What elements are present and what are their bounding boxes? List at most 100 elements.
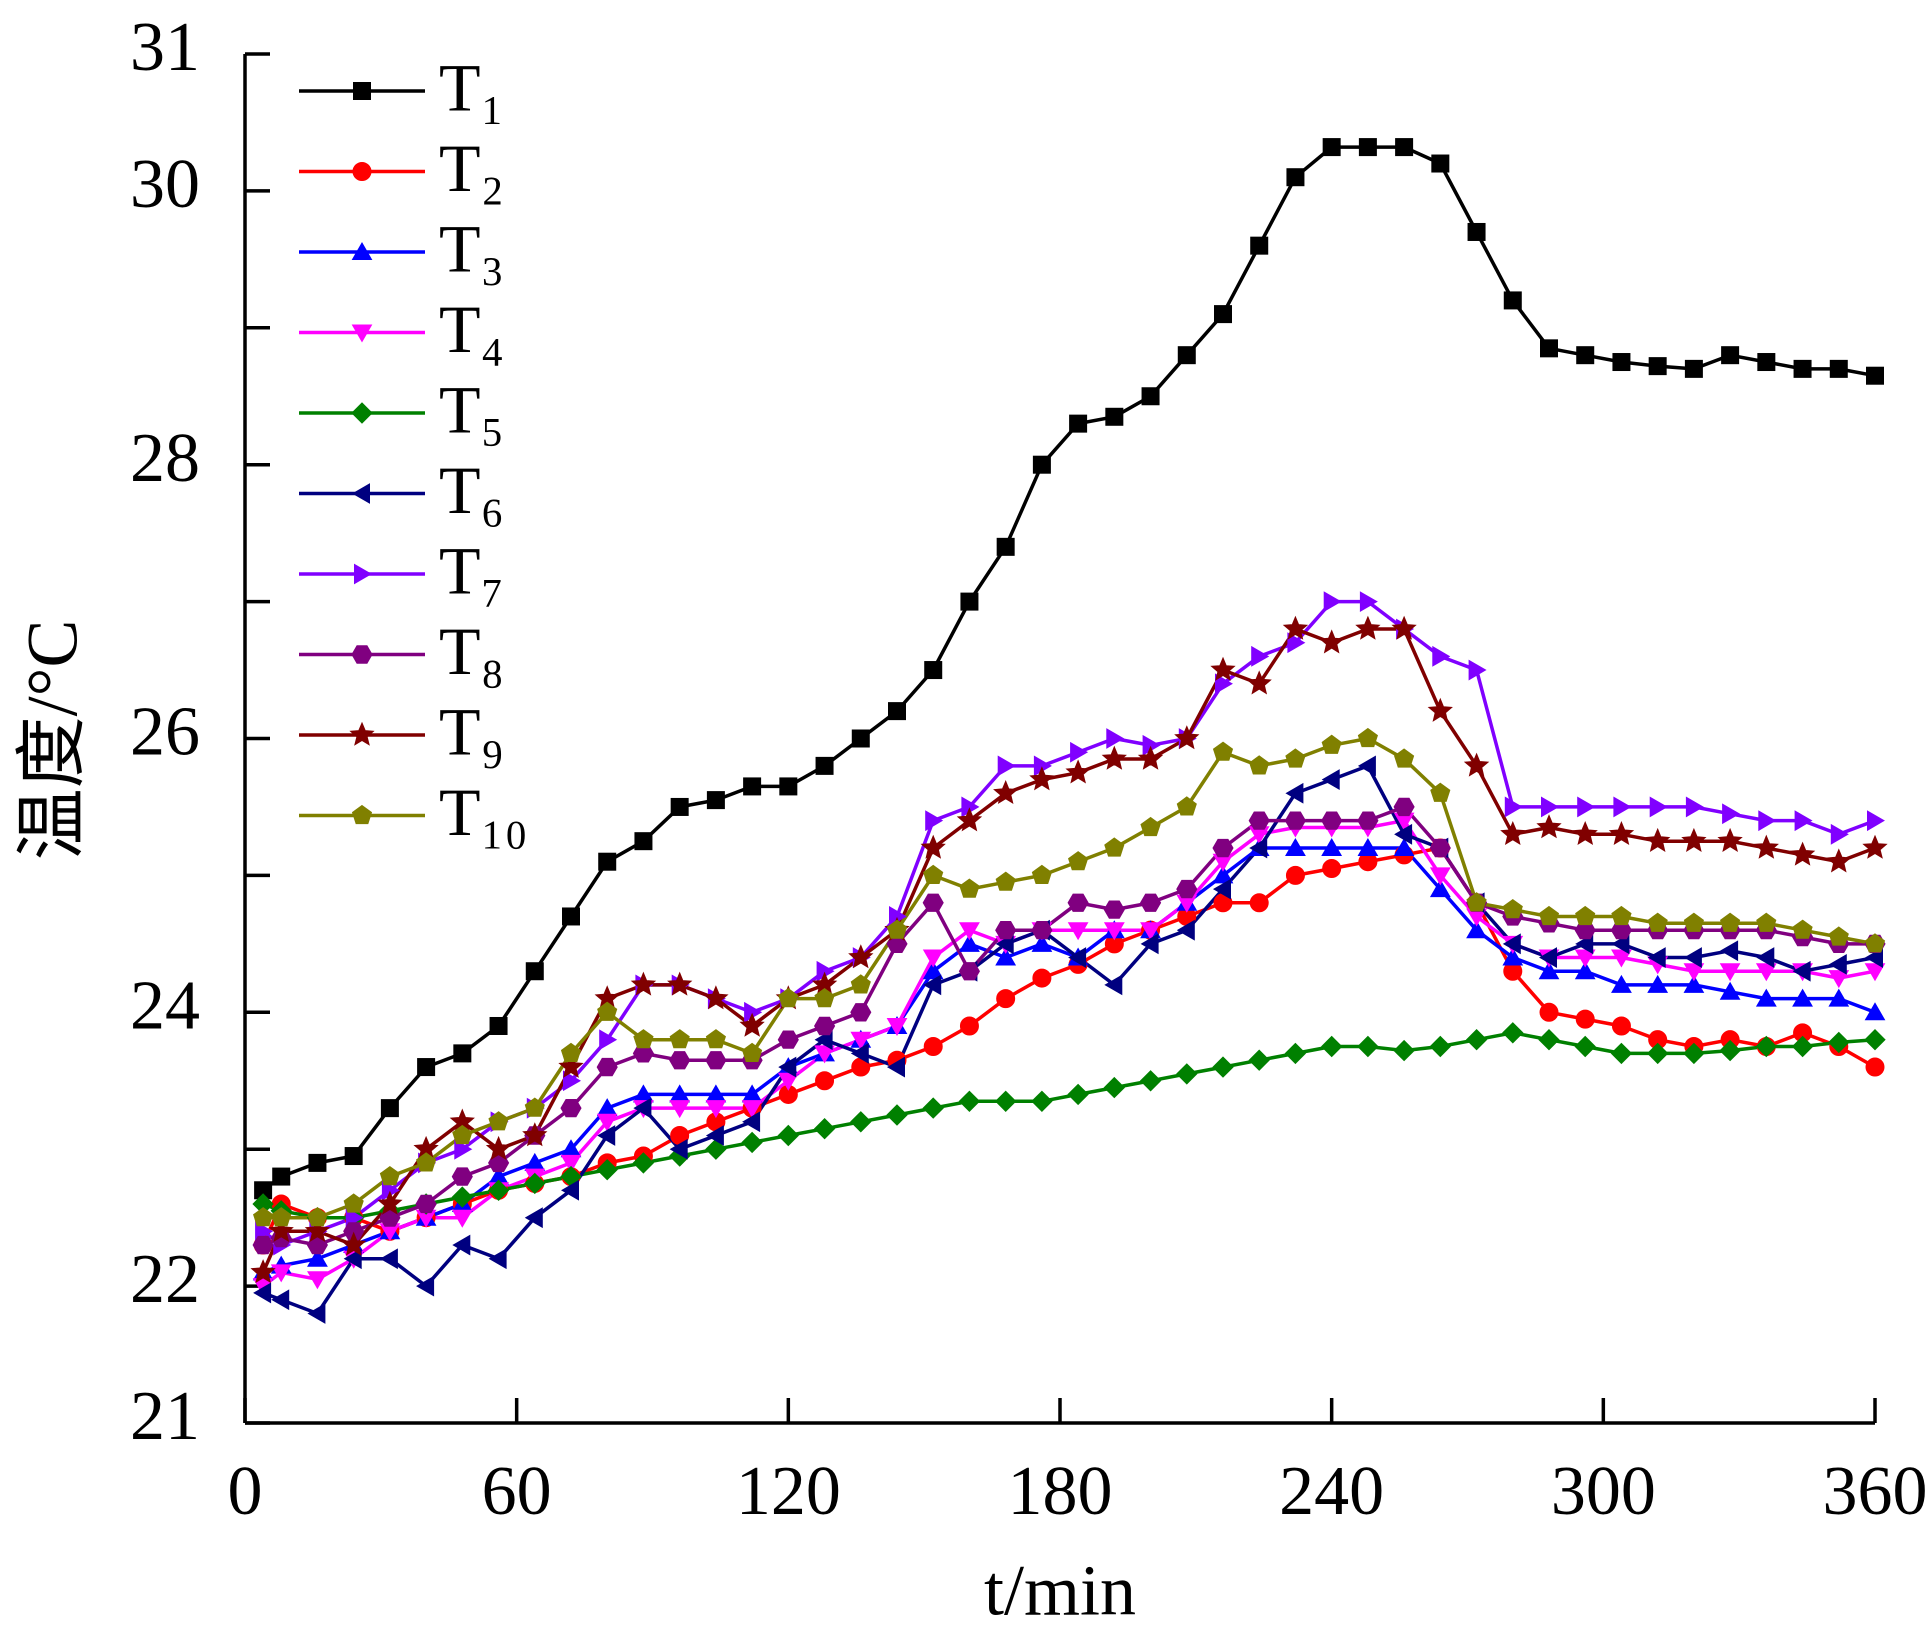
marker [1828,970,1850,989]
legend-marker [351,241,373,260]
marker [634,832,653,851]
marker [777,1124,800,1147]
marker [417,1058,436,1077]
marker [633,1097,652,1119]
series-line [262,805,1875,1247]
y-tick-label: 22 [130,1241,200,1318]
marker [1069,414,1088,433]
marker [1393,837,1415,856]
marker [1319,629,1345,654]
marker [1717,827,1743,852]
marker [777,1072,799,1091]
marker [1864,963,1886,982]
marker [1683,1042,1705,1065]
marker [1826,848,1852,873]
legend-label: T₃ [439,211,504,287]
marker [596,1158,618,1181]
marker [814,1045,835,1064]
marker [1758,810,1777,832]
marker [741,1100,763,1119]
marker [1249,837,1268,859]
marker [1646,1042,1669,1065]
marker [1031,933,1053,952]
series-line [261,627,1876,1274]
marker [597,1001,618,1021]
marker [1285,748,1306,768]
marker [1177,346,1196,365]
marker [1212,838,1234,858]
marker [814,1016,836,1036]
marker [1649,796,1668,818]
marker [1067,893,1089,912]
marker [1357,727,1378,748]
marker [1611,905,1632,926]
marker [1576,346,1595,365]
legend-marker [351,804,373,825]
marker [1647,947,1666,968]
marker [1683,974,1705,993]
marker [524,1172,546,1195]
marker [598,852,617,871]
marker [1862,834,1888,859]
marker [1140,893,1162,912]
marker [1103,922,1125,941]
x-tick-label: 360 [1823,1453,1928,1530]
series-line [262,1031,1876,1220]
marker [996,537,1015,556]
marker [1176,879,1198,899]
marker [1684,359,1703,378]
marker [1791,1035,1814,1058]
marker [1357,811,1379,830]
marker [596,1113,618,1132]
marker [778,987,799,1008]
marker [1575,1009,1595,1029]
marker [1502,947,1524,966]
marker [341,1231,367,1256]
marker [1065,759,1091,784]
marker [1681,827,1707,852]
marker [1215,673,1233,695]
marker [1323,591,1342,612]
marker [1538,1028,1560,1051]
marker [1321,734,1342,754]
marker [1828,926,1849,946]
marker [1828,1031,1850,1054]
marker [1466,892,1487,912]
marker [1357,837,1379,856]
series-line [262,818,1876,1288]
legend-marker [352,162,372,181]
legend-label: T₆ [439,452,504,528]
marker [1608,820,1635,846]
marker [1321,811,1343,830]
marker [1394,823,1413,845]
marker [1756,947,1775,968]
marker [451,1167,473,1186]
marker [994,1090,1017,1113]
marker [253,1207,274,1227]
marker [1176,796,1197,816]
marker [1538,905,1560,926]
marker [1394,748,1415,768]
marker [959,878,980,898]
marker [1212,865,1234,884]
marker [560,1042,582,1062]
marker [562,907,580,926]
marker [922,961,944,980]
marker [1648,357,1667,376]
marker [923,1037,943,1057]
marker [1647,912,1668,932]
marker [995,921,1017,940]
marker [922,893,944,912]
marker [1140,922,1161,941]
marker [742,1042,763,1062]
marker [1067,922,1089,941]
marker [272,1167,291,1186]
marker [270,1264,292,1283]
marker [1610,1042,1633,1065]
x-axis-label: t/min [984,1551,1136,1631]
marker [1647,974,1669,993]
marker [703,985,729,1010]
marker [923,864,944,884]
marker [560,1154,582,1173]
